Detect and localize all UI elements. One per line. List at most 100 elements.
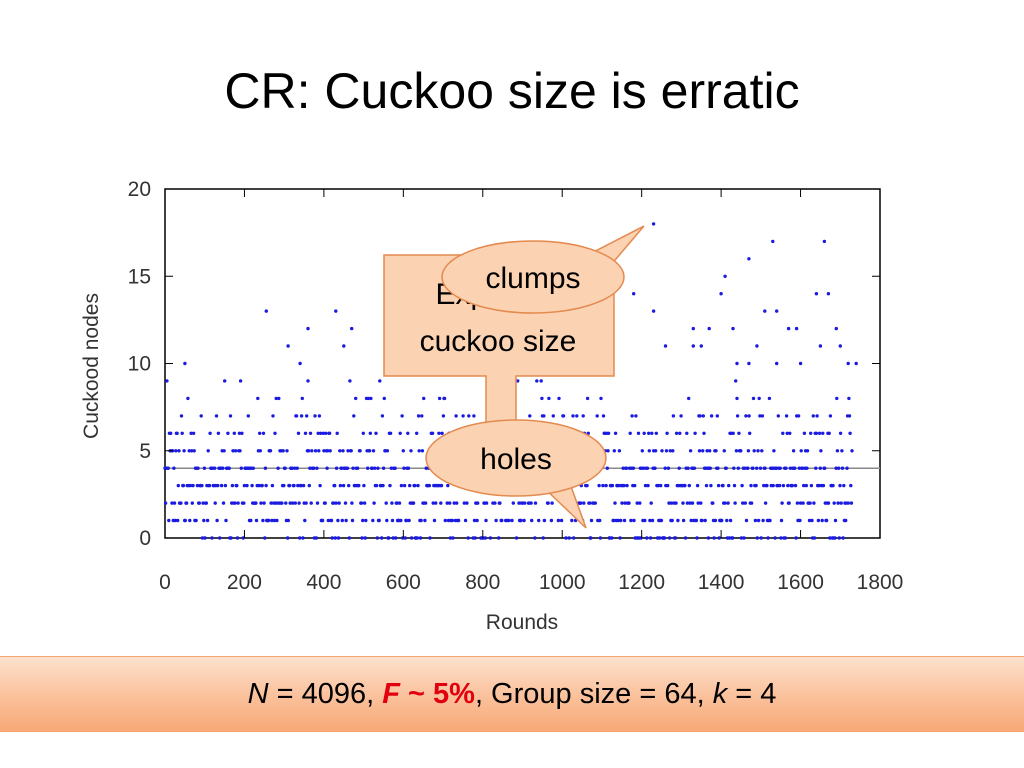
data-point [781, 483, 786, 488]
data-point [200, 483, 204, 488]
data-point [751, 466, 755, 470]
data-point [382, 396, 386, 401]
data-point [398, 431, 402, 435]
data-point [699, 501, 703, 505]
param-f-value: ~ 5% [399, 677, 475, 710]
data-point [694, 518, 698, 523]
outlier-point [651, 309, 656, 313]
data-point [261, 431, 266, 435]
data-point [303, 518, 307, 523]
data-point [727, 483, 731, 488]
data-point [201, 501, 205, 505]
data-point [784, 414, 789, 418]
data-point [223, 483, 228, 488]
data-point [275, 518, 279, 523]
data-point [723, 501, 727, 505]
y-tick-label: 20 [128, 178, 151, 201]
data-point [800, 466, 805, 470]
data-point [679, 414, 683, 418]
data-point [242, 501, 246, 505]
data-point [673, 536, 678, 540]
data-point [648, 518, 652, 523]
data-point [697, 449, 702, 453]
data-point [812, 536, 817, 540]
data-point [266, 518, 271, 523]
data-point [595, 414, 599, 418]
data-point [423, 518, 427, 523]
y-tick-label: 10 [128, 353, 151, 376]
data-point [833, 518, 838, 523]
data-point [437, 396, 442, 401]
data-point [593, 501, 597, 505]
data-point [463, 518, 468, 523]
data-point [274, 396, 278, 401]
data-point [796, 414, 801, 418]
data-point [361, 431, 365, 435]
data-point [701, 449, 705, 453]
data-point [415, 536, 419, 540]
data-point [409, 536, 414, 540]
data-point [507, 518, 511, 523]
data-point [786, 483, 790, 488]
data-point [358, 449, 362, 453]
data-point [773, 536, 777, 540]
data-point [461, 414, 465, 418]
data-point [752, 449, 756, 453]
outlier-point [707, 326, 711, 331]
data-point [666, 466, 671, 470]
data-point [439, 501, 443, 505]
data-point [462, 501, 466, 505]
data-point [523, 501, 527, 505]
data-point [355, 466, 360, 470]
outlier-point [798, 361, 803, 366]
data-point [188, 483, 193, 488]
data-point [364, 518, 368, 523]
data-point [297, 501, 301, 505]
data-point [202, 466, 207, 470]
data-point [327, 431, 332, 435]
data-point [648, 536, 653, 540]
data-point [703, 518, 707, 523]
data-point [823, 466, 827, 470]
outlier-point [699, 344, 703, 348]
data-point [256, 396, 260, 401]
data-point [742, 466, 747, 470]
data-point [671, 414, 676, 418]
data-point [708, 449, 712, 453]
data-point [737, 431, 741, 435]
data-point [687, 483, 691, 488]
outlier-point [786, 326, 791, 331]
data-point [653, 449, 658, 453]
data-point [779, 518, 784, 523]
data-point [551, 414, 555, 418]
data-point [370, 466, 374, 470]
x-tick-label: 400 [306, 571, 341, 594]
data-point [645, 466, 650, 470]
data-point [372, 501, 376, 505]
data-point [787, 501, 791, 505]
data-point [408, 483, 412, 488]
data-point [698, 414, 702, 418]
data-point [472, 518, 477, 523]
data-point [541, 536, 545, 540]
outlier-point [735, 361, 739, 366]
data-point [824, 518, 829, 523]
data-point [167, 518, 171, 523]
data-point [473, 536, 477, 540]
data-point [308, 466, 312, 470]
data-point [784, 466, 788, 470]
data-point [258, 449, 262, 453]
data-point [704, 483, 709, 488]
data-point [229, 536, 233, 540]
data-point [183, 518, 187, 523]
data-point [844, 518, 848, 523]
data-point [197, 501, 201, 505]
callout-expected-line2: cuckoo size [420, 325, 577, 358]
data-point [399, 518, 403, 523]
data-point [818, 466, 822, 470]
data-point [832, 501, 836, 505]
data-point [756, 449, 760, 453]
outlier-point [723, 274, 727, 278]
outlier-point [306, 326, 310, 331]
data-point [706, 536, 711, 540]
